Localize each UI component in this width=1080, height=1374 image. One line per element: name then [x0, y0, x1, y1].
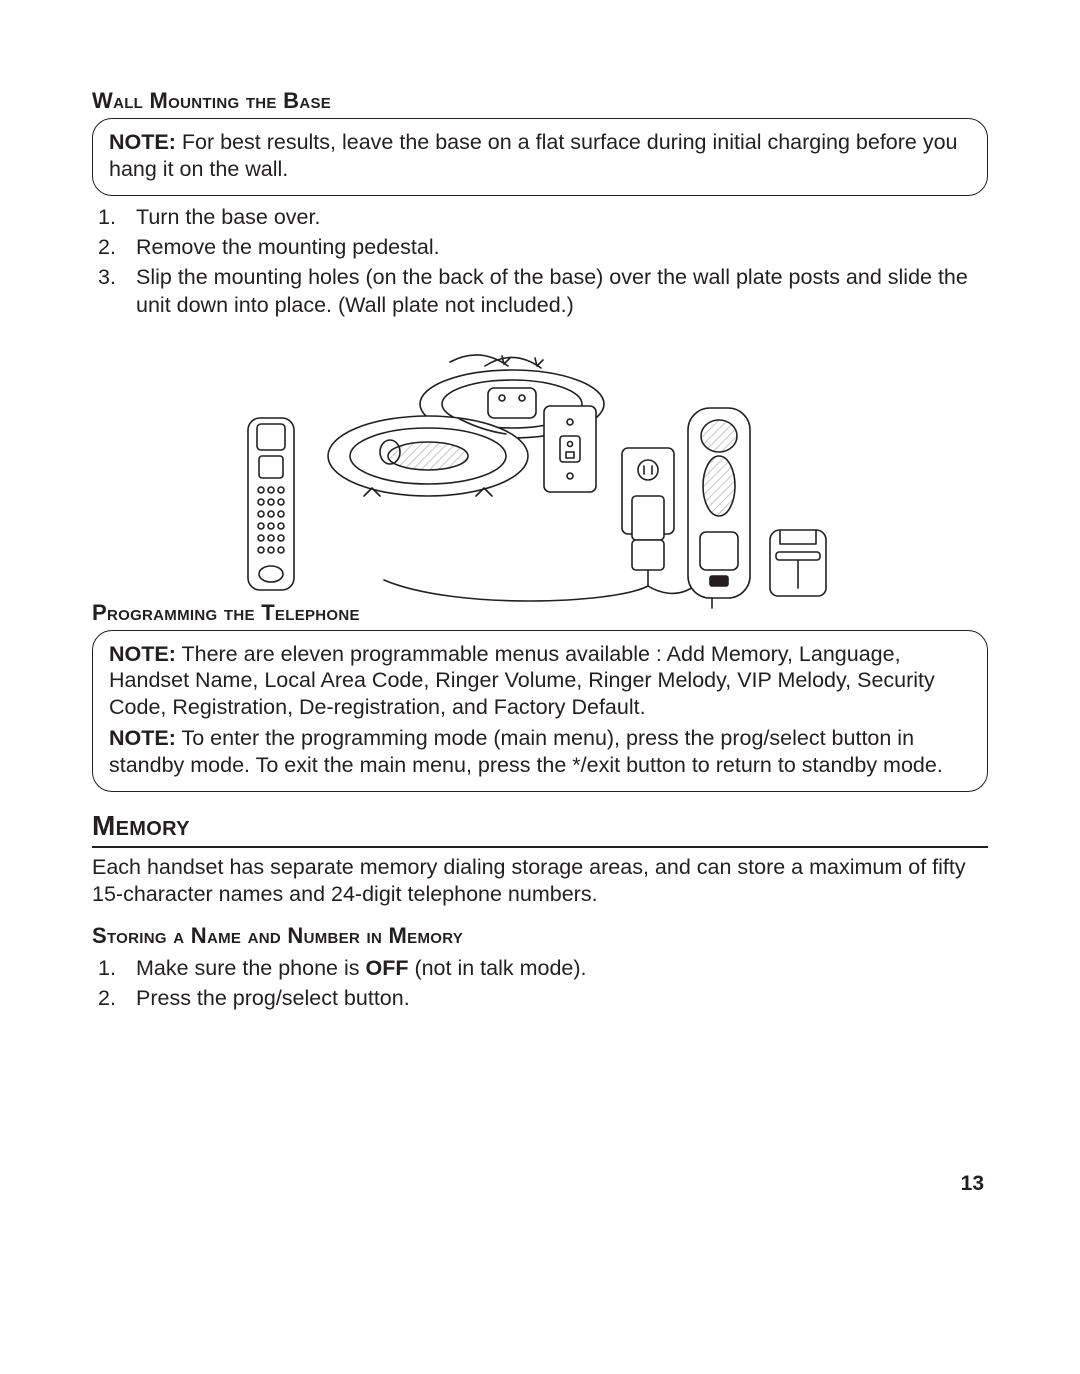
programming-note-2: NOTE: To enter the programming mode (mai…	[109, 725, 971, 779]
note-text: To enter the programming mode (main menu…	[109, 726, 943, 777]
wall-mounting-heading: Wall Mounting the Base	[92, 88, 988, 114]
programming-note-box: NOTE: There are eleven programmable menu…	[92, 630, 988, 792]
programming-note-1: NOTE: There are eleven programmable menu…	[109, 641, 971, 722]
wall-mounting-step: Turn the base over.	[92, 204, 988, 232]
storing-step-text: (not in talk mode).	[408, 956, 586, 980]
wall-mounting-note-box: NOTE: For best results, leave the base o…	[92, 118, 988, 196]
note-label: NOTE:	[109, 642, 176, 666]
storing-step: Make sure the phone is OFF (not in talk …	[92, 955, 988, 983]
wall-mounting-steps: Turn the base over. Remove the mounting …	[92, 204, 988, 320]
storing-heading: Storing a Name and Number in Memory	[92, 923, 988, 949]
storing-step: Press the prog/select button.	[92, 985, 988, 1013]
note-text: For best results, leave the base on a fl…	[109, 130, 958, 181]
page-number: 13	[961, 1172, 984, 1196]
wall-mounting-step: Slip the mounting holes (on the back of …	[92, 264, 988, 320]
note-label: NOTE:	[109, 726, 176, 750]
storing-step-text: Make sure the phone is	[136, 956, 365, 980]
section-rule	[92, 846, 988, 848]
wall-mounting-step: Remove the mounting pedestal.	[92, 234, 988, 262]
programming-heading: Programming the Telephone	[92, 600, 988, 626]
note-text: There are eleven programmable menus avai…	[109, 642, 935, 720]
off-bold: OFF	[365, 956, 408, 980]
memory-heading: Memory	[92, 810, 988, 842]
wall-mounting-note: NOTE: For best results, leave the base o…	[109, 129, 971, 183]
memory-intro: Each handset has separate memory dialing…	[92, 854, 988, 909]
note-label: NOTE:	[109, 130, 176, 154]
mounting-illustration	[234, 342, 846, 614]
storing-steps: Make sure the phone is OFF (not in talk …	[92, 955, 988, 1013]
